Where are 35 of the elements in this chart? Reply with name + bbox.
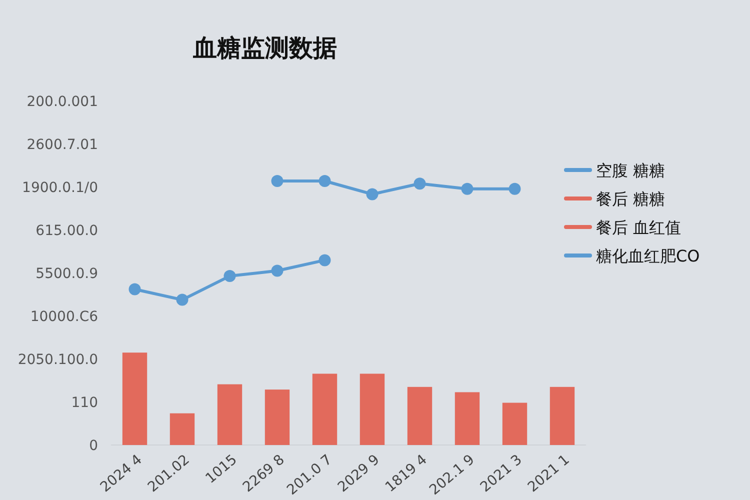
point — [318, 254, 331, 266]
bar — [264, 390, 290, 445]
point — [414, 178, 426, 190]
text: 615.00.0 — [36, 223, 98, 239]
text: 2050.100.0 — [18, 352, 98, 368]
bar — [217, 384, 242, 445]
text: 5500.0.9 — [36, 266, 98, 282]
point — [366, 188, 378, 200]
bar — [360, 374, 385, 445]
point — [224, 270, 236, 282]
text: 1900.0.1/0 — [22, 180, 98, 196]
bar — [550, 386, 575, 445]
point — [461, 182, 474, 195]
bar — [502, 402, 528, 445]
bar — [312, 374, 338, 445]
legend-label: 餐后 糖糖 — [596, 190, 666, 208]
bar — [454, 392, 480, 445]
point — [318, 175, 331, 187]
point — [271, 175, 284, 187]
bar — [122, 352, 148, 445]
point — [128, 283, 141, 296]
text: 200.0.001 — [26, 94, 98, 110]
bar — [170, 413, 195, 445]
text: 2600.7.01 — [26, 137, 98, 153]
legend-label: 空腹 糖糖 — [596, 161, 666, 180]
chart-title: 血糖监测数据 — [192, 34, 337, 62]
point — [271, 264, 284, 277]
point — [176, 294, 188, 306]
text: 0 — [89, 438, 98, 454]
text: 110 — [71, 395, 98, 411]
legend-label: 餐后 血红值 — [596, 218, 682, 237]
bar — [407, 386, 432, 445]
legend-label: 糖化血红肥CO — [596, 246, 700, 266]
text: 10000.C6 — [30, 309, 98, 325]
point — [508, 182, 521, 195]
